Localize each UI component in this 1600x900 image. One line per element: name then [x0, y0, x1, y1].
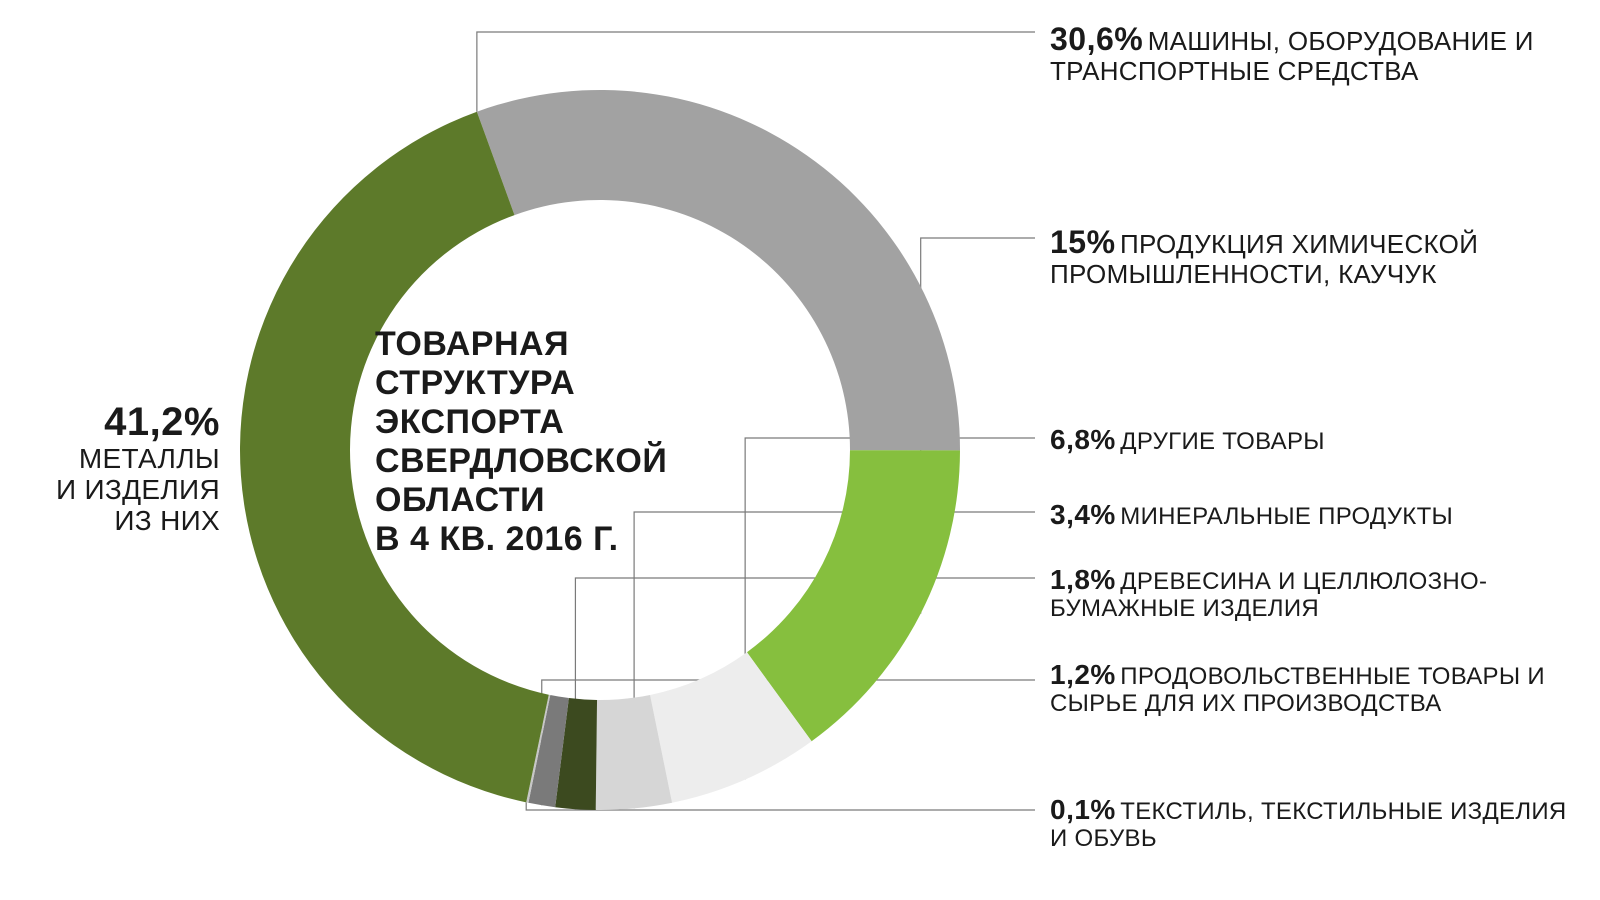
chart-label: 15% ПРОДУКЦИЯ ХИМИЧЕСКОЙ ПРОМЫШЛЕННОСТИ,…	[1050, 225, 1570, 289]
chart-label: 0,1% ТЕКСТИЛЬ, ТЕКСТИЛЬНЫЕ ИЗДЕЛИЯ И ОБУ…	[1050, 795, 1580, 852]
chart-title: ТОВАРНАЯ СТРУКТУРАЭКСПОРТАСВЕРДЛОВСКОЙОБ…	[375, 325, 755, 560]
chart-label: 30,6% МАШИНЫ, ОБОРУДОВАНИЕ И ТРАНСПОРТНЫ…	[1050, 22, 1570, 86]
chart-label: 1,2% ПРОДОВОЛЬСТВЕННЫЕ ТОВАРЫ И СЫРЬЕ ДЛ…	[1050, 660, 1570, 717]
chart-label: 3,4% МИНЕРАЛЬНЫЕ ПРОДУКТЫ	[1050, 500, 1570, 531]
chart-label: 6,8% ДРУГИЕ ТОВАРЫ	[1050, 425, 1570, 456]
chart-stage: ТОВАРНАЯ СТРУКТУРАЭКСПОРТАСВЕРДЛОВСКОЙОБ…	[0, 0, 1600, 900]
chart-label: 41,2%МЕТАЛЛЫИ ИЗДЕЛИЯИЗ НИХ	[10, 400, 220, 536]
chart-label: 1,8% ДРЕВЕСИНА И ЦЕЛЛЮЛОЗНО-БУМАЖНЫЕ ИЗД…	[1050, 565, 1580, 622]
